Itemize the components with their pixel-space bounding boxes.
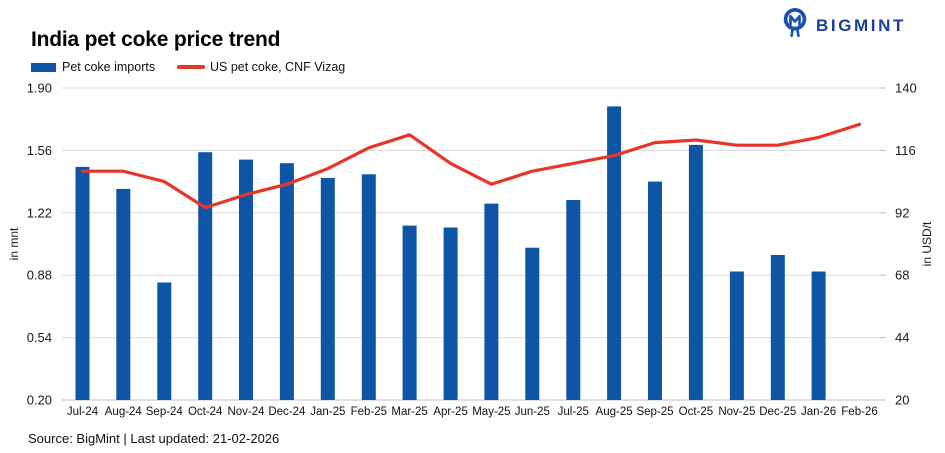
bar-Jan-25 [320, 177, 335, 400]
legend-item-imports: Pet coke imports [31, 59, 155, 75]
svg-text:Sep-25: Sep-25 [636, 406, 673, 418]
bar-Sep-25 [648, 181, 662, 400]
svg-text:92: 92 [895, 205, 909, 220]
svg-text:Jan-25: Jan-25 [310, 406, 345, 418]
bar-Nov-24 [239, 159, 253, 400]
svg-text:Nov-25: Nov-25 [718, 406, 755, 418]
svg-text:68: 68 [895, 268, 909, 283]
svg-text:Aug-25: Aug-25 [596, 406, 633, 418]
svg-text:1.56: 1.56 [27, 143, 52, 158]
svg-text:1.90: 1.90 [27, 81, 52, 96]
svg-text:Dec-25: Dec-25 [759, 406, 796, 418]
svg-text:Dec-24: Dec-24 [268, 406, 306, 418]
bar-Jan-26 [811, 271, 826, 400]
bar-Jul-24 [75, 166, 90, 400]
chart-legend: Pet coke imports US pet coke, CNF Vizag [0, 59, 945, 75]
svg-text:0.54: 0.54 [27, 330, 52, 345]
bigmint-logo-text: BIGMINT [816, 15, 906, 35]
svg-text:140: 140 [895, 81, 917, 96]
legend-label: US pet coke, CNF Vizag [210, 60, 346, 74]
svg-text:20: 20 [895, 393, 909, 408]
svg-text:0.88: 0.88 [27, 268, 52, 283]
svg-text:44: 44 [895, 330, 909, 345]
bar-May-25 [484, 203, 499, 400]
svg-text:Feb-26: Feb-26 [841, 406, 877, 418]
bigmint-logo-icon [780, 7, 810, 44]
svg-text:Sep-24: Sep-24 [146, 406, 184, 418]
svg-text:May-25: May-25 [472, 406, 510, 418]
bar-Nov-25 [729, 271, 744, 400]
bar-Apr-25 [443, 227, 458, 400]
svg-text:Jan-26: Jan-26 [801, 406, 836, 418]
bar-Sep-24 [157, 282, 172, 400]
right-axis-title: in USD/t [920, 221, 934, 266]
bar-Feb-25 [361, 174, 376, 400]
svg-text:Jul-24: Jul-24 [67, 406, 99, 418]
bar-Jul-25 [566, 200, 581, 400]
bar-Oct-25 [688, 144, 703, 400]
page-title: India pet coke price trend [31, 28, 281, 51]
bigmint-logo: BIGMINT [780, 7, 906, 44]
svg-text:Nov-24: Nov-24 [227, 406, 265, 418]
bar-Dec-24 [279, 163, 294, 400]
bar-Aug-25 [607, 106, 622, 401]
x-axis-labels: Jul-24 Aug-24 Sep-24 Oct-24 Nov-24 Dec-24 Jan-… [67, 406, 878, 418]
legend-item-price: US pet coke, CNF Vizag [177, 59, 345, 75]
bar-series [75, 106, 826, 401]
right-axis-ticks [880, 87, 886, 401]
svg-text:Feb-25: Feb-25 [351, 406, 387, 418]
svg-text:116: 116 [895, 143, 916, 158]
legend-label: Pet coke imports [62, 60, 156, 74]
svg-text:Oct-24: Oct-24 [188, 406, 223, 418]
left-axis-title: in mnt [7, 227, 21, 260]
svg-text:1.22: 1.22 [27, 205, 52, 220]
bar-swatch-icon [31, 62, 56, 72]
bar-Jun-25 [525, 247, 540, 400]
gridlines [62, 87, 880, 401]
svg-text:Jun-25: Jun-25 [515, 406, 550, 418]
bar-Dec-25 [770, 255, 785, 400]
bar-Aug-24 [116, 188, 131, 400]
svg-text:Aug-24: Aug-24 [105, 406, 143, 418]
right-axis-labels: 140 116 92 68 44 20 [895, 81, 917, 408]
bar-Mar-25 [402, 225, 417, 400]
svg-text:Jul-25: Jul-25 [558, 406, 589, 418]
bar-Oct-24 [198, 152, 213, 400]
left-axis-labels: 1.90 1.56 1.22 0.88 0.54 0.20 [27, 81, 52, 408]
source-line: Source: BigMint | Last updated: 21-02-20… [28, 431, 280, 446]
line-swatch-icon [177, 65, 205, 69]
svg-text:Oct-25: Oct-25 [679, 406, 714, 418]
svg-text:Mar-25: Mar-25 [391, 406, 427, 418]
price-line [80, 122, 862, 210]
svg-text:Apr-25: Apr-25 [433, 406, 468, 418]
svg-text:0.20: 0.20 [27, 393, 52, 408]
